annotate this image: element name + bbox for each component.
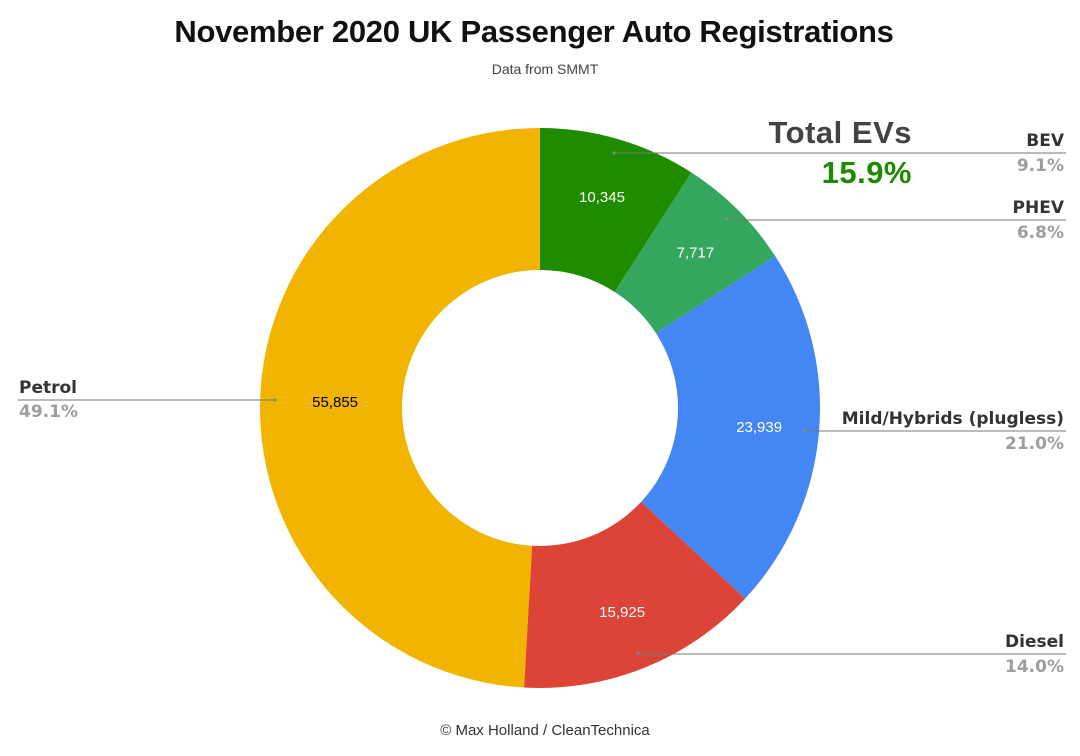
legend-percent-diesel: 14.0% [1005, 657, 1064, 677]
legend-percent-phev: 6.8% [1017, 223, 1064, 243]
slice-phev [614, 172, 776, 334]
slice-mild-hybrids-plugless [641, 256, 821, 599]
legend-name-petrol: Petrol [19, 378, 77, 398]
chart-credit: © Max Holland / CleanTechnica [440, 722, 650, 739]
legend-percent-bev: 9.1% [1017, 156, 1064, 176]
legend-percent-petrol: 49.1% [19, 402, 78, 422]
chart-subtitle: Data from SMMT [491, 61, 599, 77]
slice-petrol [259, 128, 540, 688]
slice-bev [540, 128, 692, 292]
slice-diesel [523, 501, 746, 688]
total-evs-value: 15.9% [821, 155, 912, 190]
total-evs-title: Total EVs [768, 115, 912, 150]
value-label-phev: 7,717 [677, 244, 715, 261]
value-label-mild-hybrids-plugless: 23,939 [736, 419, 782, 436]
leader-dot-phev [725, 217, 729, 221]
legend-percent-mild-hybrids-plugless: 21.0% [1005, 434, 1064, 454]
legend-name-diesel: Diesel [1005, 632, 1064, 652]
value-label-diesel: 15,925 [599, 604, 645, 621]
chart-title: November 2020 UK Passenger Auto Registra… [174, 14, 894, 49]
leader-dot-mild-hybrids-plugless [802, 428, 806, 432]
legend-name-mild-hybrids-plugless: Mild/Hybrids (plugless) [842, 409, 1064, 429]
value-label-bev: 10,345 [579, 189, 625, 206]
leader-dot-diesel [636, 651, 640, 655]
legend-name-phev: PHEV [1013, 198, 1065, 218]
leader-dot-bev [612, 151, 616, 155]
value-label-petrol: 55,855 [312, 394, 358, 411]
legend-name-bev: BEV [1026, 131, 1065, 151]
leader-dot-petrol [273, 398, 277, 402]
